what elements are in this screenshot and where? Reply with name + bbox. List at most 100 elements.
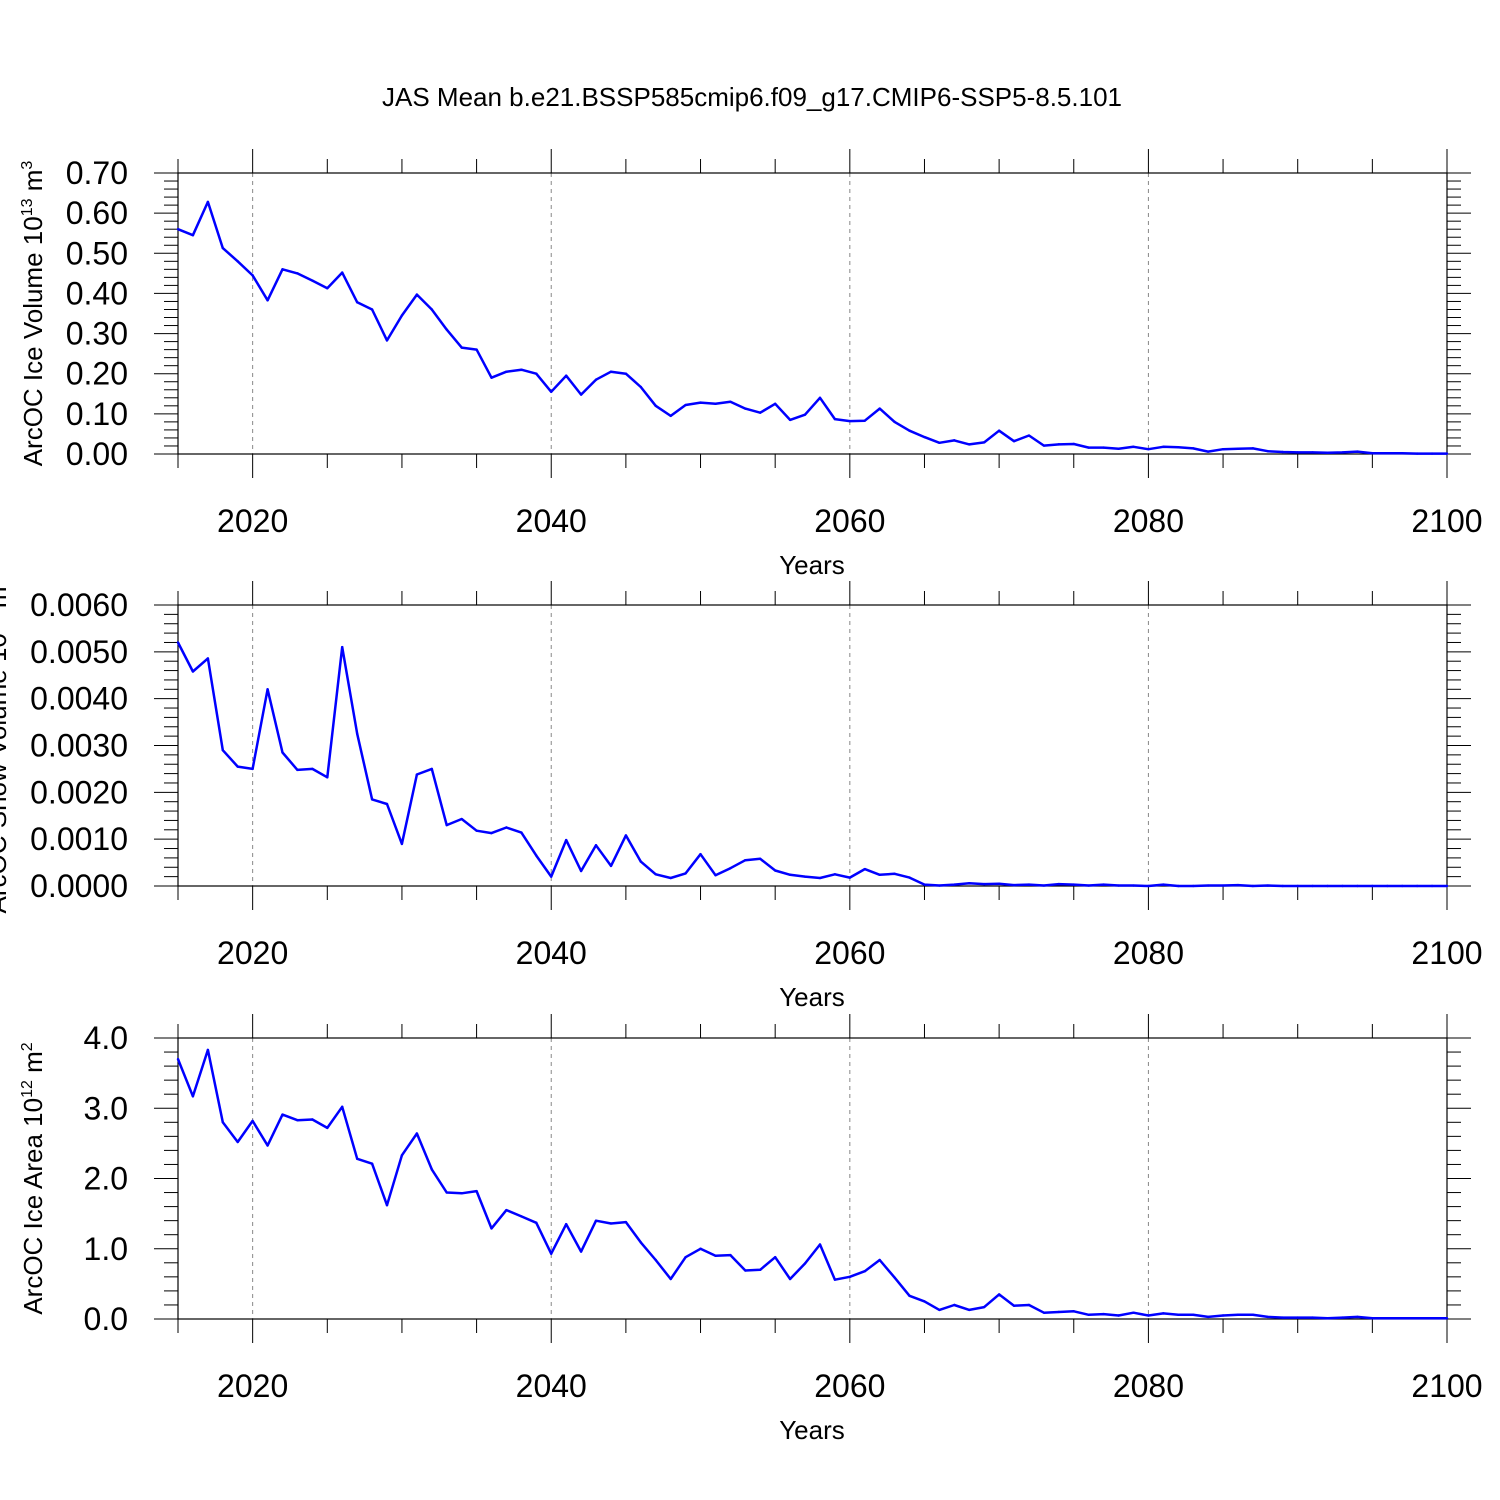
data-point [744, 859, 747, 862]
data-point [191, 234, 195, 237]
data-point [788, 873, 792, 876]
data-point [1356, 450, 1359, 453]
y-axis-label: ArcOC Ice Area 1012 m2 [18, 1042, 48, 1314]
data-point [818, 1243, 822, 1246]
data-point [923, 883, 926, 886]
data-point [505, 826, 508, 829]
data-point [1415, 1317, 1419, 1320]
data-point [1162, 445, 1165, 448]
data-point [848, 419, 852, 423]
x-axis-label: Years [779, 1415, 845, 1445]
data-point [1117, 884, 1120, 887]
data-point [206, 657, 210, 660]
data-point [505, 1208, 508, 1212]
data-point [430, 1168, 433, 1171]
data-point [370, 1162, 374, 1165]
data-point [355, 1157, 359, 1161]
data-point [1027, 1303, 1031, 1307]
data-point [535, 1221, 538, 1224]
data-point [744, 407, 747, 410]
data-point [893, 872, 896, 876]
y-tick-label: 0.0050 [30, 634, 128, 670]
y-tick-label: 0.0060 [30, 587, 128, 623]
data-point [729, 1253, 732, 1257]
data-point [1326, 451, 1329, 454]
data-point [1401, 884, 1404, 888]
y-axis-label-text: m [0, 586, 12, 615]
data-point [1206, 1315, 1210, 1319]
data-point [311, 1118, 314, 1121]
x-tick-label: 2020 [217, 503, 288, 539]
data-point [1087, 884, 1090, 887]
x-tick-label: 2060 [814, 1368, 885, 1404]
data-point [1072, 883, 1075, 886]
data-point [579, 869, 583, 873]
data-point [355, 732, 359, 735]
data-point [1415, 884, 1419, 888]
data-point [1386, 884, 1389, 888]
data-point [475, 1189, 478, 1193]
y-tick-label: 0.30 [66, 316, 128, 352]
data-point [341, 271, 344, 274]
data-point [699, 852, 702, 856]
data-point [550, 390, 553, 393]
data-point [579, 1250, 583, 1253]
data-point [833, 417, 837, 421]
data-point [624, 372, 628, 375]
series-line [176, 1048, 1447, 1320]
data-point [1147, 884, 1150, 888]
y-axis-label-text: m [18, 1051, 48, 1080]
data-point [759, 857, 762, 861]
data-point [564, 838, 568, 842]
data-point [1311, 451, 1314, 454]
data-point [773, 402, 777, 406]
data-point [1445, 1317, 1449, 1320]
y-tick-label: 0.0010 [30, 821, 128, 857]
y-axis-label-text: ArcOC Ice Volume 10 [18, 216, 48, 466]
y-tick-label: 1.0 [84, 1231, 128, 1267]
y-tick-label: 3.0 [84, 1090, 128, 1126]
data-point [176, 228, 180, 231]
x-tick-label: 2100 [1411, 503, 1482, 539]
data-point [490, 831, 493, 835]
data-point [1192, 447, 1195, 450]
data-point [878, 873, 881, 876]
data-point [520, 831, 523, 834]
data-point [1042, 1311, 1046, 1314]
data-point [594, 844, 598, 847]
x-tick-label: 2060 [814, 935, 885, 971]
data-point [714, 874, 717, 877]
y-tick-label: 0.0030 [30, 728, 128, 764]
plot-frame [177, 604, 1448, 887]
data-point [982, 1305, 986, 1309]
data-point [654, 1258, 657, 1262]
data-point [609, 1222, 613, 1225]
y-tick-label: 0.0040 [30, 681, 128, 717]
data-point [1251, 884, 1255, 888]
chart-title: JAS Mean b.e21.BSSP585cmip6.f09_g17.CMIP… [382, 82, 1122, 112]
data-point [729, 400, 732, 404]
x-axis-label: Years [779, 550, 845, 580]
data-point [326, 776, 329, 779]
data-point [833, 873, 837, 876]
x-tick-label: 2020 [217, 935, 288, 971]
data-point [251, 274, 254, 277]
data-point [1430, 452, 1434, 455]
data-point [1311, 1316, 1314, 1319]
data-point [1341, 451, 1344, 454]
series-line [176, 641, 1447, 888]
data-point [714, 402, 717, 406]
x-tick-label: 2080 [1113, 503, 1184, 539]
data-point [759, 1268, 762, 1272]
data-point [863, 867, 866, 871]
data-point [191, 670, 195, 673]
data-point [236, 765, 239, 768]
data-point [1057, 882, 1061, 886]
data-point [1341, 884, 1344, 888]
data-point [968, 443, 971, 446]
data-point [460, 346, 463, 349]
data-point [1102, 1312, 1105, 1316]
data-point [370, 308, 374, 311]
y-tick-label: 0.70 [66, 155, 128, 191]
data-point [415, 1132, 419, 1135]
